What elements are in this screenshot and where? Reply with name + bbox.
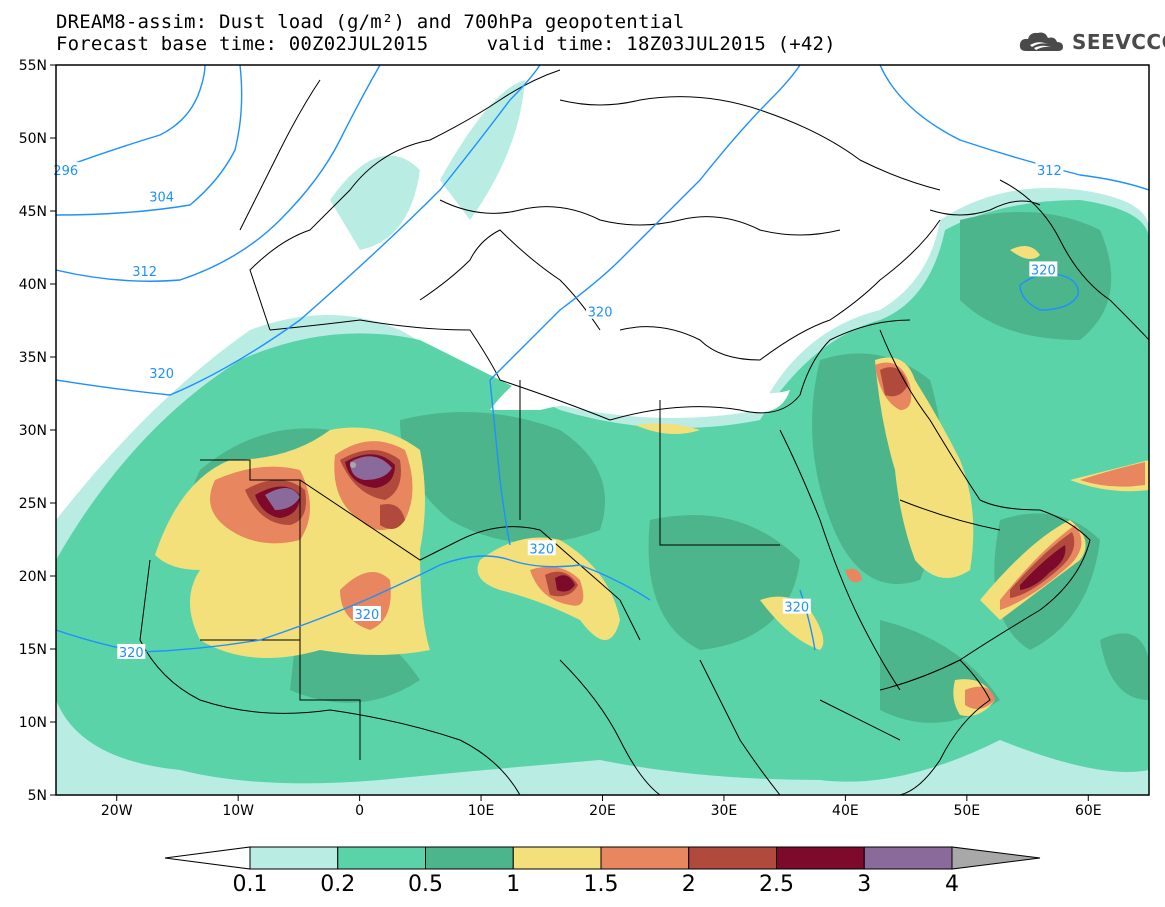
colorbar-swatch xyxy=(600,846,690,870)
contour-label: 320 xyxy=(1031,263,1056,278)
colorbar-swatch xyxy=(776,846,865,870)
lon-tick-label: 30E xyxy=(711,803,738,819)
colorbar-level-label: 0.2 xyxy=(320,872,355,897)
contour-label: 320 xyxy=(354,608,379,623)
chart-title: DREAM8-assim: Dust load (g/m²) and 700hP… xyxy=(56,11,685,33)
seevccc-logo: SEEVCCC xyxy=(1018,27,1165,57)
colorbar-level-label: 0.1 xyxy=(233,872,268,897)
contour-label-bg xyxy=(1029,261,1058,277)
contour-label-bg xyxy=(527,540,556,556)
contour-label-bg xyxy=(130,262,159,278)
colorbar-level-label: 2 xyxy=(682,872,696,897)
geopotential-contours xyxy=(56,65,1149,653)
lon-tick-label: 50E xyxy=(953,803,980,819)
cloud-logo-icon xyxy=(1019,32,1063,51)
lon-tick-label: 40E xyxy=(832,803,859,819)
lat-tick-label: 20N xyxy=(19,569,47,585)
lat-tick-label: 25N xyxy=(19,496,47,512)
forecast-times: Forecast base time: 00Z02JUL2015 valid t… xyxy=(56,33,836,55)
contour-label-bg xyxy=(1035,162,1064,178)
lat-tick-label: 15N xyxy=(19,642,47,658)
colorbar-swatch xyxy=(337,846,426,870)
contour-label-bg xyxy=(51,162,80,178)
contour-label: 320 xyxy=(529,542,554,557)
contour-label: 312 xyxy=(132,265,157,280)
longitude-axis: 20W 10W 0 10E 20E 30E 40E 50E 60E xyxy=(101,795,1102,819)
colorbar-level-label: 1 xyxy=(506,872,520,897)
colorbar-over-triangle xyxy=(951,846,1041,870)
contour-label-bg xyxy=(586,303,615,319)
contour-label: 320 xyxy=(119,646,144,661)
colorbar-level-label: 2.5 xyxy=(759,872,794,897)
contour-label: 304 xyxy=(149,190,174,205)
logo-text: SEEVCCC xyxy=(1072,30,1165,54)
lat-tick-label: 50N xyxy=(19,131,47,147)
colorbar-swatch xyxy=(512,846,602,870)
colorbar-under-triangle xyxy=(164,846,251,870)
colorbar-swatch xyxy=(688,846,777,870)
colorbar-level-label: 4 xyxy=(945,872,959,897)
lon-tick-label: 10E xyxy=(468,803,495,819)
contour-label-group: 296 304 312 320 320 312 320 320 320 320 320 xyxy=(51,162,1064,661)
lon-tick-label: 20W xyxy=(101,803,133,819)
lat-tick-label: 35N xyxy=(19,350,47,366)
latitude-axis: 55N 50N 45N 40N 35N 30N 25N 20N 15N 10N 5N xyxy=(19,58,56,804)
contour-label-bg xyxy=(117,643,146,659)
colorbar-swatch xyxy=(425,846,514,870)
lon-tick-label: 20E xyxy=(589,803,616,819)
lon-tick-label: 0 xyxy=(355,803,364,819)
coastlines xyxy=(139,69,1149,795)
colorbar-level-label: 1.5 xyxy=(584,872,619,897)
dust-field xyxy=(56,65,1149,795)
colorbar-level-label: 3 xyxy=(857,872,871,897)
contour-label: 296 xyxy=(53,164,78,179)
contour-label: 320 xyxy=(588,306,613,321)
lat-tick-label: 40N xyxy=(19,277,47,293)
lat-tick-label: 5N xyxy=(28,788,47,804)
lat-tick-label: 45N xyxy=(19,204,47,220)
lon-tick-label: 10W xyxy=(222,803,254,819)
contour-label-bg xyxy=(147,365,176,381)
contour-label: 312 xyxy=(1037,164,1062,179)
contour-label-bg xyxy=(147,188,176,204)
contour-label: 320 xyxy=(784,601,809,616)
colorbar-swatch xyxy=(249,846,339,870)
colorbar-level-label: 0.5 xyxy=(408,872,443,897)
colorbar-swatch xyxy=(863,846,953,870)
lat-tick-label: 30N xyxy=(19,423,47,439)
colorbar: 0.1 0.2 0.5 1 1.5 2 2.5 3 4 xyxy=(164,846,1041,897)
lat-tick-label: 10N xyxy=(19,715,47,731)
lat-tick-label: 55N xyxy=(19,58,47,74)
lon-tick-label: 60E xyxy=(1075,803,1102,819)
contour-label: 320 xyxy=(149,367,174,382)
contour-label-bg xyxy=(352,605,381,621)
contour-label-bg xyxy=(782,598,811,614)
